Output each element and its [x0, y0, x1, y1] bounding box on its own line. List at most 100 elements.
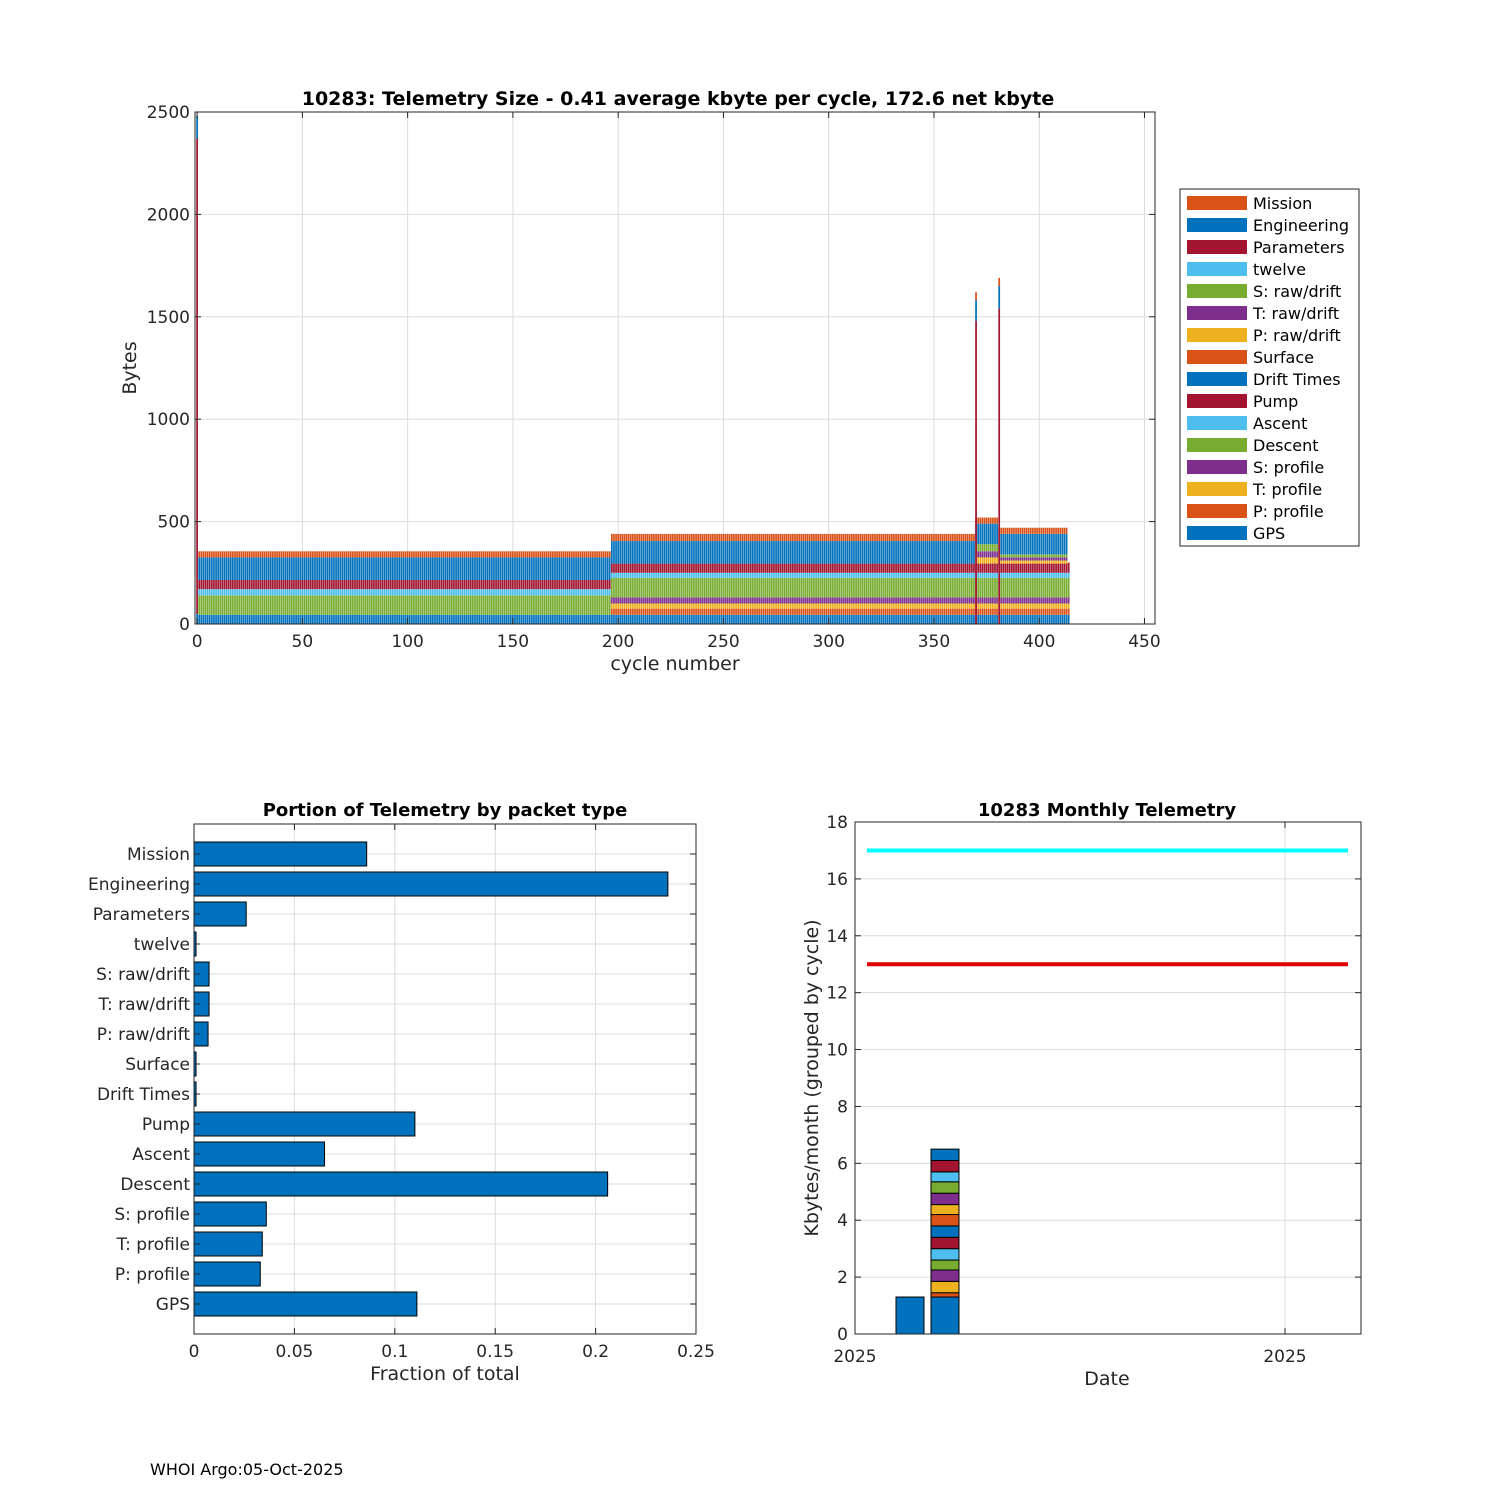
bar-segment: [884, 597, 887, 604]
cycle-bar: [806, 533, 809, 624]
bar-segment: [379, 551, 382, 558]
bar-segment: [899, 533, 902, 542]
bar-segment: [474, 579, 476, 590]
cycle-bar: [229, 551, 232, 624]
bar-segment: [547, 551, 550, 558]
y-tick-label: 12: [826, 984, 848, 1004]
cycle-bar: [236, 551, 238, 624]
bar-segment: [952, 614, 954, 624]
bar-segment: [682, 597, 685, 604]
cycle-bar: [825, 533, 828, 624]
bar-segment: [623, 614, 626, 624]
bar-segment: [800, 597, 803, 604]
bar-segment: [223, 595, 226, 615]
cycle-bar: [937, 533, 940, 624]
bar-segment: [850, 541, 853, 564]
cycle-bar: [360, 551, 363, 624]
bar-segment: [629, 541, 632, 564]
bar-segment: [773, 614, 775, 624]
bar-segment: [808, 563, 811, 573]
bar-segment: [1055, 527, 1057, 534]
bar-segment: [733, 603, 735, 609]
bar-segment: [530, 551, 533, 558]
bar-segment: [537, 557, 540, 580]
bar-segment: [432, 589, 434, 596]
bar-segment: [280, 595, 283, 615]
bar-segment: [834, 603, 836, 609]
bar-segment: [465, 579, 468, 590]
bar-segment: [674, 533, 676, 542]
bar-segment: [994, 557, 996, 564]
cycle-bar: [650, 533, 653, 624]
bar-segment: [282, 557, 285, 580]
bar-segment: [844, 577, 847, 598]
bar-segment: [358, 557, 361, 580]
bar-segment: [539, 551, 542, 558]
bar-segment: [1055, 572, 1057, 578]
bar-segment: [966, 597, 969, 604]
bar-segment: [960, 541, 963, 564]
cycle-bar: [817, 533, 820, 624]
bar-segment: [970, 533, 973, 542]
bar-segment: [958, 563, 961, 573]
bar-segment: [787, 563, 790, 573]
bar-segment: [686, 572, 689, 578]
bar-segment: [703, 577, 706, 598]
bar-segment: [238, 557, 241, 580]
bar-segment: [661, 608, 664, 615]
bar-segment: [861, 597, 864, 604]
cycle-bar: [832, 533, 834, 624]
bar-segment: [966, 533, 969, 542]
bar-segment: [684, 572, 687, 578]
bar-segment: [206, 579, 209, 590]
bar-segment: [326, 614, 329, 624]
bar-segment: [486, 589, 489, 596]
bar-segment: [756, 541, 758, 564]
bar-segment: [434, 614, 436, 624]
bar-segment: [533, 614, 535, 624]
bar-segment: [996, 597, 998, 604]
bar-segment: [352, 551, 354, 558]
bar-segment: [842, 533, 845, 542]
bar-segment: [770, 603, 773, 609]
bar-segment: [467, 589, 470, 596]
bar-segment: [735, 533, 737, 542]
bar-segment: [299, 579, 302, 590]
bar-segment: [1050, 614, 1053, 624]
bar-segment: [783, 603, 786, 609]
legend-label: P: raw/drift: [1253, 326, 1341, 345]
bar-segment: [989, 557, 992, 564]
cycle-bar: [855, 533, 857, 624]
bar-segment: [895, 572, 897, 578]
bar-segment: [874, 541, 876, 564]
bar-segment: [522, 595, 525, 615]
bar-segment: [309, 595, 312, 615]
cycle-bar: [223, 551, 226, 624]
bar-segment: [827, 533, 830, 542]
bar-segment: [983, 563, 986, 573]
bar-segment: [930, 603, 933, 609]
bar-segment: [467, 557, 470, 580]
bar-segment: [514, 595, 516, 615]
bar-segment: [267, 589, 270, 596]
bar-segment: [699, 577, 702, 598]
bar-segment: [918, 603, 921, 609]
bar-segment: [945, 577, 948, 598]
bar-segment: [987, 608, 990, 615]
cycle-bar: [804, 533, 807, 624]
bar-segment: [444, 579, 447, 590]
legend-swatch: [1187, 262, 1247, 276]
bar-segment: [1029, 603, 1032, 609]
bar-segment: [669, 614, 672, 624]
bar-segment: [912, 614, 914, 624]
bar-segment: [284, 579, 287, 590]
bar-segment: [1004, 597, 1007, 604]
bar-segment: [257, 551, 260, 558]
bar-segment: [1025, 527, 1028, 534]
bar-segment: [886, 608, 889, 615]
bar-segment: [726, 603, 729, 609]
bar-segment: [509, 557, 512, 580]
bar-segment: [1032, 572, 1034, 578]
bar-segment: [907, 541, 910, 564]
bar-segment: [427, 557, 430, 580]
